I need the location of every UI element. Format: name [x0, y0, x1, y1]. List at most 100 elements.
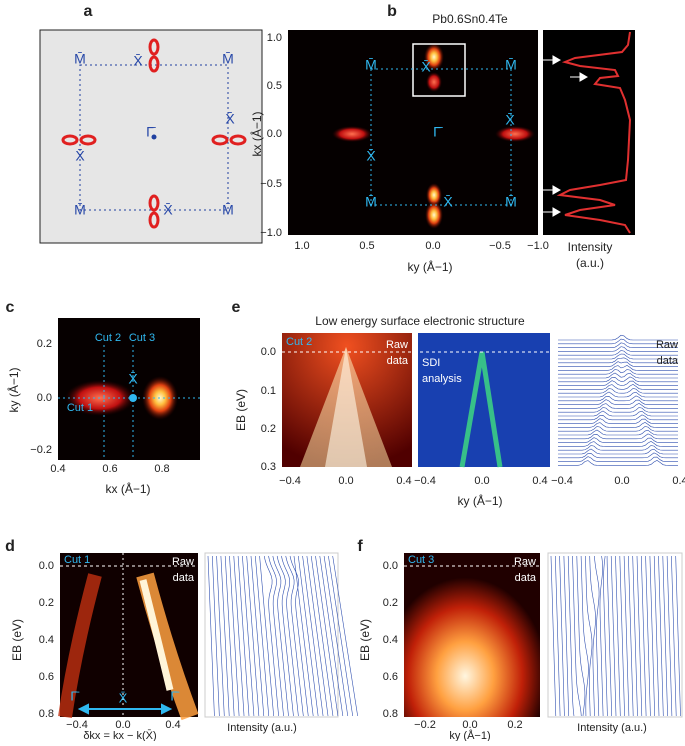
- x-tick-label: 0.5: [359, 240, 374, 252]
- trace: [558, 365, 678, 371]
- trace: [229, 555, 240, 717]
- trace: [594, 555, 600, 717]
- trace: [603, 555, 608, 717]
- symmetry-point: X̄: [163, 202, 173, 218]
- x-tick-label: 0.4: [532, 475, 547, 487]
- side-label: (a.u.): [576, 256, 604, 270]
- band: [58, 573, 102, 719]
- panel-label: f: [357, 538, 363, 555]
- trace: [255, 555, 270, 717]
- y-tick-label: −1.0: [260, 227, 282, 239]
- y-tick-label: −0.2: [30, 444, 52, 456]
- trace: [585, 555, 593, 717]
- trace: [259, 555, 274, 717]
- panel-label: a: [84, 3, 93, 20]
- trace: [580, 555, 589, 717]
- raw-label: data: [387, 355, 409, 367]
- symmetry-point: X̄: [505, 112, 515, 128]
- x-tick-label: −0.5: [489, 240, 511, 252]
- arpes-map: [404, 553, 540, 717]
- symmetry-point: X̄: [75, 148, 85, 164]
- trace: [323, 555, 349, 717]
- y-tick-label: 0.0: [383, 560, 398, 572]
- trace: [319, 555, 344, 717]
- trace: [610, 555, 617, 717]
- sdi-label: SDI: [422, 357, 440, 369]
- trace: [675, 555, 681, 717]
- trace: [653, 555, 660, 717]
- x-tick-label: 1.0: [294, 240, 309, 252]
- x-tick-label: 0.8: [154, 463, 169, 475]
- raw-label: data: [173, 572, 195, 584]
- trace: [558, 338, 678, 345]
- trace: [207, 555, 215, 717]
- cut-label: Cut 3: [408, 554, 434, 566]
- trace: [558, 350, 678, 356]
- y-tick-label: 0.1: [261, 385, 276, 397]
- trace: [558, 418, 678, 424]
- trace: [558, 426, 678, 432]
- x-tick-label: −0.2: [414, 719, 436, 731]
- y-tick-label: 0.6: [39, 671, 54, 683]
- symmetry-point: Γ̄: [170, 688, 179, 703]
- intensity-curve: [556, 31, 632, 234]
- y-axis-label: EB (eV): [10, 619, 24, 661]
- panel-label: e: [232, 299, 241, 316]
- y-tick-label: 0.2: [383, 597, 398, 609]
- trace: [233, 555, 245, 717]
- intensity-panel: [543, 30, 635, 235]
- trace: [276, 555, 294, 717]
- trace: [289, 555, 309, 717]
- trace: [302, 555, 324, 717]
- y-tick-label: 0.0: [37, 392, 52, 404]
- cut-label: Cut 1: [64, 554, 90, 566]
- y-tick-label: 0.2: [39, 597, 54, 609]
- trace: [641, 555, 647, 717]
- trace: [558, 441, 678, 447]
- x-tick-label: 0.0: [115, 719, 130, 731]
- trace: [558, 380, 678, 386]
- cut-label: Cut 3: [129, 332, 155, 344]
- arrows: [542, 55, 589, 217]
- trace: [558, 456, 678, 462]
- trace: [567, 555, 575, 717]
- symmetry-point: M̄: [74, 202, 86, 218]
- y-tick-label: 0.2: [261, 423, 276, 435]
- y-tick-label: 0.8: [383, 708, 398, 720]
- x-axis-label: ky (Å−1): [449, 729, 490, 741]
- panel-title: Low energy surface electronic structure: [315, 314, 525, 328]
- symmetry-point: Γ̄: [70, 688, 79, 703]
- symmetry-point: X̄: [225, 111, 235, 127]
- fermi-pockets: [61, 38, 247, 229]
- x-tick-label: −0.4: [414, 475, 436, 487]
- y-tick-label: −0.5: [260, 178, 282, 190]
- trace: [558, 342, 678, 348]
- trace: [606, 555, 612, 717]
- y-axis-label: EB (eV): [234, 389, 248, 431]
- y-tick-label: 0.4: [383, 634, 398, 646]
- trace: [272, 555, 289, 717]
- zone-boundary: [370, 68, 512, 206]
- panel-title: Pb0.6Sn0.4Te: [432, 12, 508, 26]
- symmetry-point: M̄: [222, 51, 234, 67]
- y-tick-label: 0.3: [261, 461, 276, 473]
- trace: [246, 555, 260, 717]
- trace: [281, 555, 299, 717]
- x-tick-label: 0.0: [614, 475, 629, 487]
- side-label: Intensity (a.u.): [227, 722, 297, 734]
- trace: [558, 361, 678, 367]
- trace: [558, 395, 678, 402]
- trace: [599, 555, 604, 717]
- trace: [558, 334, 678, 341]
- cut-label: Cut 1: [67, 402, 93, 414]
- x-axis-label: δkx = kx − k(X̄): [83, 729, 156, 741]
- symmetry-point: X̄: [366, 148, 376, 164]
- panel-label: b: [387, 3, 397, 20]
- trace: [558, 353, 678, 360]
- symmetry-point: Γ̄: [433, 124, 443, 140]
- x-tick-label: 0.6: [102, 463, 117, 475]
- trace: [558, 372, 678, 379]
- symmetry-point: X̄: [133, 53, 143, 69]
- y-tick-label: 0.8: [39, 708, 54, 720]
